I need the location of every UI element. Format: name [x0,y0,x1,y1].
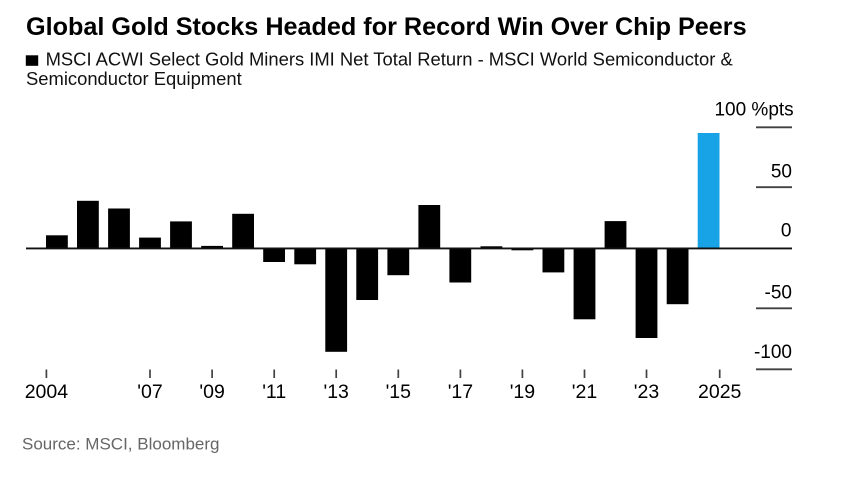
svg-text:'19: '19 [510,381,535,403]
svg-text:'09: '09 [199,381,224,403]
svg-text:2025: 2025 [698,381,742,403]
svg-text:MSCI ACWI Select Gold Miners I: MSCI ACWI Select Gold Miners IMI Net Tot… [46,49,733,70]
svg-text:0: 0 [781,220,792,241]
svg-text:'15: '15 [386,381,412,403]
svg-text:'13: '13 [323,381,348,403]
svg-text:-100: -100 [754,342,792,363]
svg-text:'07: '07 [137,381,162,403]
svg-text:'23: '23 [634,381,659,403]
svg-text:-50: -50 [765,282,792,303]
svg-text:'11: '11 [262,381,286,403]
svg-text:Semiconductor Equipment: Semiconductor Equipment [26,68,242,89]
svg-text:50: 50 [771,162,792,183]
svg-text:Source: MSCI, Bloomberg: Source: MSCI, Bloomberg [22,435,219,454]
svg-text:Global Gold Stocks Headed for: Global Gold Stocks Headed for Record Win… [26,13,747,41]
svg-text:'17: '17 [448,381,473,403]
svg-text:100 %pts: 100 %pts [714,100,793,121]
svg-text:'21: '21 [572,381,597,403]
svg-text:2004: 2004 [25,381,69,403]
